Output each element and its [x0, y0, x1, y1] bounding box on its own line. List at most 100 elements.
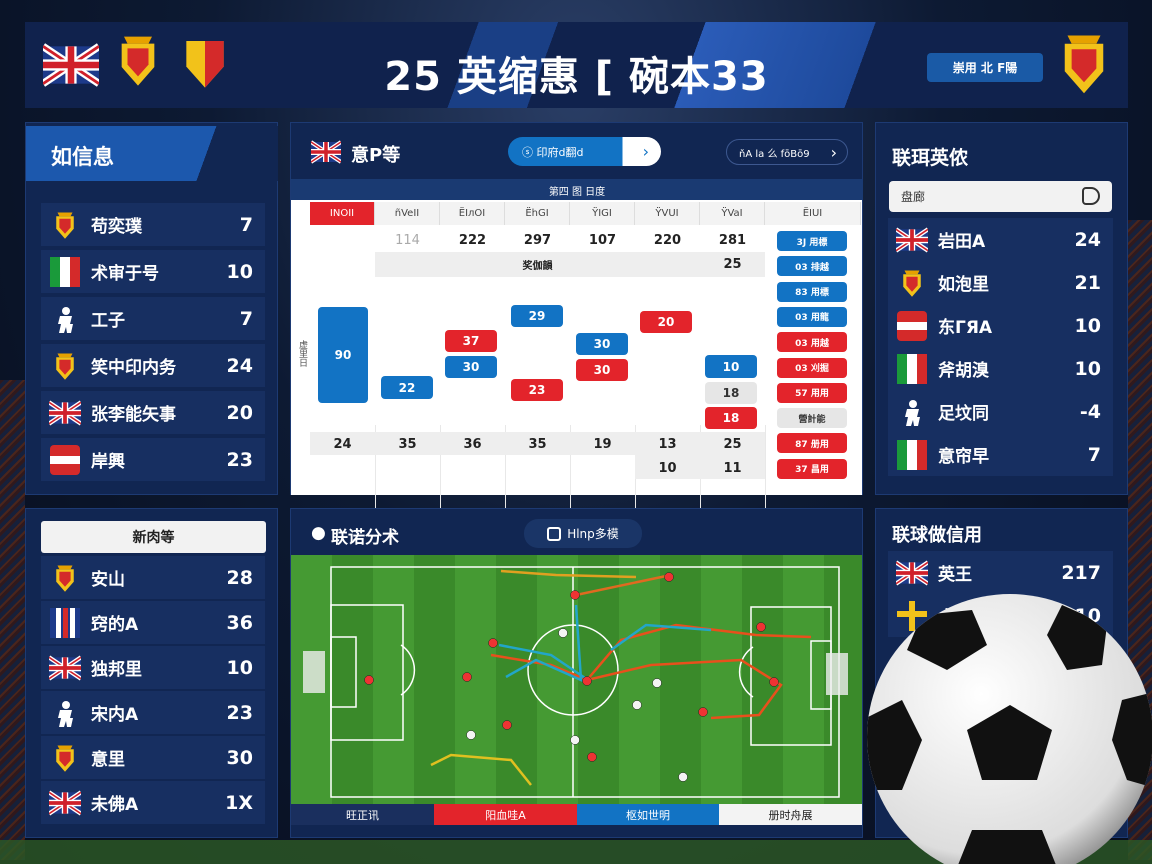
- item-label: 未佛A: [91, 795, 139, 815]
- player-marker[interactable]: [769, 677, 779, 687]
- schedule-chip[interactable]: 18: [705, 407, 757, 429]
- list-item[interactable]: 英王 217: [888, 551, 1113, 594]
- uk-flag-icon: [40, 37, 102, 93]
- column-header[interactable]: ñVeII: [375, 202, 440, 225]
- item-value: 24: [1074, 228, 1101, 251]
- table-cell: 24: [333, 436, 352, 452]
- status-chip[interactable]: 87 册用: [777, 433, 847, 454]
- list-item[interactable]: 意帘早 7: [888, 433, 1113, 476]
- schedule-chip[interactable]: 20: [640, 311, 692, 333]
- tactics-pitch: [291, 555, 862, 804]
- drop-icon: ●: [311, 523, 326, 543]
- list-item[interactable]: 足坟同 -4: [888, 390, 1113, 433]
- player-silhouette-icon: [896, 397, 928, 427]
- filter-button[interactable]: 新肉等: [41, 521, 266, 553]
- schedule-chip[interactable]: 30: [576, 333, 628, 355]
- status-chip[interactable]: 03 排越: [777, 256, 847, 277]
- schedule-chip[interactable]: 22: [381, 376, 433, 399]
- list-item[interactable]: 苟奕璞 7: [41, 203, 265, 246]
- player-marker[interactable]: [502, 720, 512, 730]
- status-chip[interactable]: 3J 用標: [777, 231, 847, 251]
- left-info-panel: 如信息 苟奕璞 7 术审于号 10 工子 7 笑中印内务 24 张李能矢事 20 岸興 23: [25, 122, 278, 495]
- list-item[interactable]: 独邦里 10: [41, 646, 265, 689]
- header-button[interactable]: 崇用 北 F陽: [927, 53, 1043, 82]
- list-item[interactable]: 岸興 23: [41, 438, 265, 481]
- player-marker[interactable]: [652, 678, 662, 688]
- schedule-chip[interactable]: 30: [445, 356, 497, 378]
- column-header[interactable]: INOII: [310, 202, 375, 225]
- schedule-chip[interactable]: 30: [576, 359, 628, 381]
- list-item[interactable]: 术审于号 10: [41, 250, 265, 293]
- item-label: 如泡里: [938, 275, 989, 295]
- player-marker[interactable]: [698, 707, 708, 717]
- column-header[interactable]: ЁIUI: [765, 202, 861, 225]
- player-marker[interactable]: [582, 676, 592, 686]
- player-marker[interactable]: [558, 628, 568, 638]
- schedule-chip[interactable]: 10: [705, 355, 757, 378]
- legend-item[interactable]: 册时舟展: [719, 804, 862, 825]
- table-cell: 114: [395, 232, 420, 248]
- legend-item[interactable]: 枢如世明: [577, 804, 719, 825]
- sweden-cross-icon: [896, 600, 928, 631]
- list-item[interactable]: 笑中印内务 24: [41, 344, 265, 387]
- list-item[interactable]: 张李能矢事 20: [41, 391, 265, 434]
- list-item[interactable]: 窍的A 36: [41, 601, 265, 644]
- schedule-chip[interactable]: 90: [318, 307, 368, 403]
- schedule-chip[interactable]: 37: [445, 330, 497, 352]
- status-chip[interactable]: 57 用用: [777, 382, 847, 403]
- schedule-chip[interactable]: 29: [511, 305, 563, 327]
- player-marker[interactable]: [570, 735, 580, 745]
- search-input[interactable]: 盘廊: [889, 181, 1112, 212]
- player-marker[interactable]: [587, 752, 597, 762]
- player-marker[interactable]: [488, 638, 498, 648]
- player-marker[interactable]: [756, 622, 766, 632]
- player-marker[interactable]: [570, 590, 580, 600]
- primary-button-label: ⓢ 印府d翻d: [522, 145, 584, 159]
- search-value: 盘廊: [901, 190, 926, 204]
- player-marker[interactable]: [364, 675, 374, 685]
- item-value: -4: [1079, 400, 1101, 423]
- schedule-chip[interactable]: 23: [511, 379, 563, 401]
- left-list-panel: 新肉等 安山 28 窍的A 36 独邦里 10 宋内A 23 意里 30 未佛A 1X: [25, 508, 278, 838]
- item-label: 术审于号: [91, 264, 159, 284]
- player-marker[interactable]: [664, 572, 674, 582]
- column-header[interactable]: ŸVUI: [635, 202, 700, 225]
- item-value: 7: [239, 307, 253, 330]
- list-item[interactable]: 东ГЯA 10: [888, 304, 1113, 347]
- player-marker[interactable]: [678, 772, 688, 782]
- secondary-filter-button[interactable]: ňA la 么 fōBō9 ›: [726, 139, 848, 165]
- list-item[interactable]: 宋内A 23: [41, 691, 265, 734]
- primary-filter-button[interactable]: ⓢ 印府d翻d ›: [508, 137, 661, 166]
- panel-title: 联球做信用: [892, 525, 982, 546]
- player-marker[interactable]: [466, 730, 476, 740]
- list-item[interactable]: 如泡里 21: [888, 261, 1113, 304]
- band-value: 25: [723, 256, 742, 272]
- status-chip[interactable]: 03 刈掘: [777, 357, 847, 378]
- list-item[interactable]: 意里 30: [41, 736, 265, 779]
- item-label: 足坟同: [938, 404, 989, 424]
- list-item[interactable]: 工子 7: [41, 297, 265, 340]
- column-header[interactable]: ЁhGI: [505, 202, 570, 225]
- list-item[interactable]: 斧胡溴 10: [888, 347, 1113, 390]
- column-header[interactable]: ЁIлOI: [440, 202, 505, 225]
- crest-badge-icon: [1055, 30, 1113, 96]
- status-chip[interactable]: 83 用標: [777, 281, 847, 302]
- status-chip[interactable]: 03 用越: [777, 332, 847, 353]
- status-chip[interactable]: 37 昌用: [777, 458, 847, 479]
- item-value: 10: [1074, 314, 1101, 337]
- schedule-chip[interactable]: 18: [705, 382, 757, 404]
- player-silhouette-icon: [49, 304, 81, 334]
- list-item[interactable]: 未佛A 1X: [41, 781, 265, 824]
- status-chip[interactable]: 營計能: [777, 408, 847, 429]
- player-marker[interactable]: [632, 700, 642, 710]
- legend-item[interactable]: 旺正讯: [291, 804, 434, 825]
- view-toggle-button[interactable]: Hlnp多模: [524, 519, 642, 548]
- status-chip[interactable]: 03 用龍: [777, 306, 847, 327]
- list-item[interactable]: 岩田A 24: [888, 218, 1113, 261]
- player-marker[interactable]: [462, 672, 472, 682]
- column-header[interactable]: ŸVaI: [700, 202, 765, 225]
- legend-item[interactable]: 阳血哇A: [434, 804, 577, 825]
- column-header[interactable]: ŸIGI: [570, 202, 635, 225]
- list-item[interactable]: 安山 28: [41, 556, 265, 599]
- item-label: 工子: [91, 311, 125, 331]
